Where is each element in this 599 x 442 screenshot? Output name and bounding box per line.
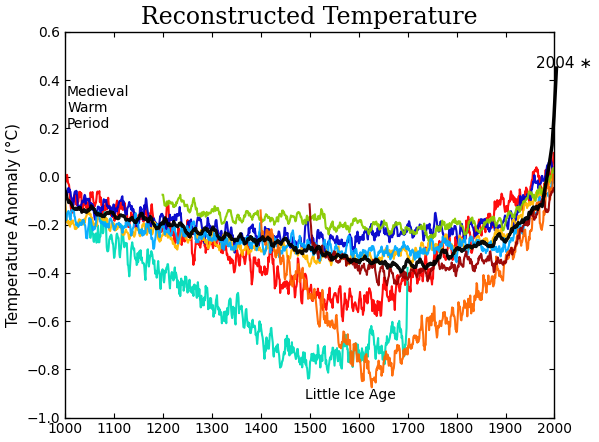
Text: 2004 ∗: 2004 ∗: [536, 56, 592, 71]
Y-axis label: Temperature Anomaly (°C): Temperature Anomaly (°C): [5, 123, 20, 327]
Title: Reconstructed Temperature: Reconstructed Temperature: [141, 6, 478, 29]
Text: Little Ice Age: Little Ice Age: [305, 388, 395, 402]
Text: Medieval
Warm
Period: Medieval Warm Period: [67, 85, 129, 131]
